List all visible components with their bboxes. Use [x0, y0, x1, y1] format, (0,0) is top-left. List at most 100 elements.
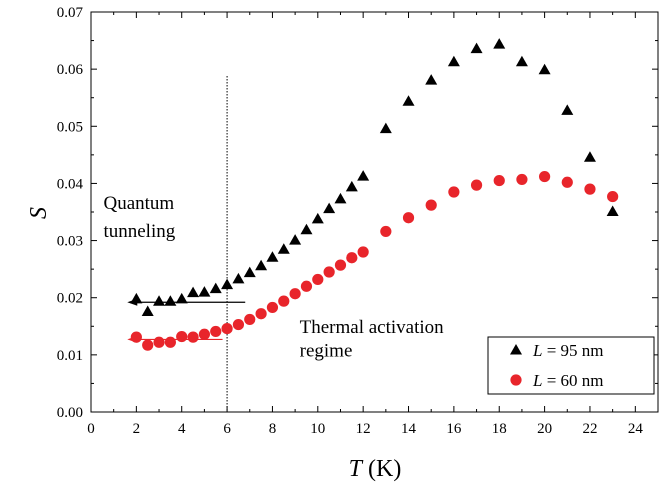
point-l95 — [447, 55, 460, 67]
point-l95 — [493, 38, 506, 49]
y-tick-label: 0.03 — [57, 234, 83, 250]
x-tick-label: 12 — [356, 421, 371, 437]
point-l95 — [311, 212, 324, 224]
point-l60 — [164, 336, 176, 348]
point-l95 — [583, 151, 596, 162]
point-l95 — [606, 205, 619, 216]
point-l60 — [210, 325, 222, 338]
data-points — [130, 38, 619, 351]
x-tick-label: 6 — [223, 421, 231, 437]
point-l60 — [539, 170, 551, 183]
point-l60 — [493, 174, 505, 187]
legend-label-l60-var: L — [532, 371, 542, 390]
legend-label-l95-var: L — [532, 341, 542, 360]
y-tick-label: 0.01 — [57, 348, 83, 364]
annotation-text: Thermal activation — [300, 317, 445, 338]
x-tick-label: 4 — [178, 421, 186, 437]
point-l60 — [153, 336, 165, 348]
point-l95 — [561, 104, 574, 115]
point-l60 — [448, 186, 460, 198]
legend-label-l95: L = 95 nm — [532, 341, 604, 360]
point-l95 — [175, 292, 188, 304]
legend-marker-circle — [510, 374, 522, 386]
x-tick-label: 24 — [628, 421, 644, 437]
point-l95 — [289, 234, 302, 245]
y-tick-label: 0.06 — [57, 62, 84, 78]
point-l95 — [232, 272, 245, 284]
point-l60 — [607, 190, 619, 203]
point-l60 — [584, 183, 596, 195]
point-l60 — [334, 259, 347, 271]
y-tick-label: 0.07 — [57, 5, 84, 21]
y-tick-label: 0.04 — [57, 176, 84, 192]
legend-label-l95-rest: = 95 nm — [542, 341, 603, 360]
point-l95 — [198, 286, 211, 297]
x-tick-label: 14 — [401, 421, 417, 437]
point-l95 — [402, 95, 415, 106]
point-l60 — [232, 318, 245, 331]
annotation-text: regime — [300, 341, 353, 362]
region-guides — [127, 76, 246, 412]
point-l95 — [130, 292, 143, 304]
point-l95 — [470, 42, 483, 54]
point-l60 — [380, 225, 392, 238]
x-axis-label-unit: (K) — [362, 456, 401, 482]
legend: L = 95 nm L = 60 nm — [487, 336, 655, 395]
point-l95 — [141, 305, 154, 316]
point-l95 — [538, 63, 551, 75]
x-tick-label: 16 — [446, 421, 462, 437]
point-l60 — [130, 331, 142, 343]
axis-ticks — [90, 11, 658, 413]
x-tick-label: 8 — [269, 421, 277, 437]
y-axis-label: S — [26, 207, 52, 219]
point-l60 — [312, 273, 324, 286]
point-l60 — [470, 179, 483, 191]
point-l95 — [255, 259, 268, 271]
region-annotations: Quantum tunneling Thermal activation regime — [103, 193, 444, 361]
point-l60 — [516, 173, 528, 186]
point-l60 — [266, 301, 279, 314]
point-l60 — [289, 288, 301, 300]
point-l95 — [277, 243, 290, 254]
point-l60 — [278, 295, 290, 307]
x-tick-label: 20 — [537, 421, 552, 437]
axis-tick-labels: 0 2 4 6 8 10 12 14 16 18 20 22 240.000.010.020.030.0… — [57, 5, 644, 437]
point-l60 — [300, 280, 313, 292]
point-l60 — [346, 252, 358, 264]
point-l95 — [209, 282, 222, 294]
x-tick-label: 18 — [492, 421, 507, 437]
annotation-text: Quantum — [103, 193, 174, 214]
point-l95 — [266, 251, 279, 262]
x-tick-label: 0 — [87, 421, 95, 437]
legend-label-l60: L = 60 nm — [532, 371, 604, 390]
point-l95 — [243, 266, 256, 278]
point-l60 — [176, 330, 188, 343]
point-l60 — [198, 328, 210, 340]
point-l95 — [334, 192, 347, 204]
legend-marker-triangle — [510, 344, 522, 355]
point-l60 — [323, 266, 335, 278]
point-l95 — [221, 278, 234, 290]
point-l60 — [142, 339, 154, 351]
x-axis-label-var: T — [349, 456, 364, 482]
point-l95 — [300, 223, 313, 235]
point-l60 — [187, 331, 199, 343]
x-tick-label: 22 — [582, 421, 597, 437]
point-l60 — [425, 199, 437, 211]
point-l95 — [515, 55, 528, 67]
point-l60 — [255, 308, 267, 320]
point-l95 — [379, 122, 392, 134]
x-axis-label: T (K) — [349, 456, 402, 482]
point-l60 — [561, 176, 573, 188]
point-l60 — [244, 313, 256, 326]
point-l95 — [425, 74, 438, 85]
point-l60 — [221, 322, 233, 335]
point-l95 — [164, 295, 177, 306]
x-tick-label: 2 — [133, 421, 141, 437]
point-l60 — [357, 246, 369, 258]
point-l95 — [345, 180, 358, 192]
point-l95 — [323, 202, 336, 214]
y-tick-label: 0.05 — [57, 119, 83, 135]
point-l95 — [357, 170, 370, 181]
